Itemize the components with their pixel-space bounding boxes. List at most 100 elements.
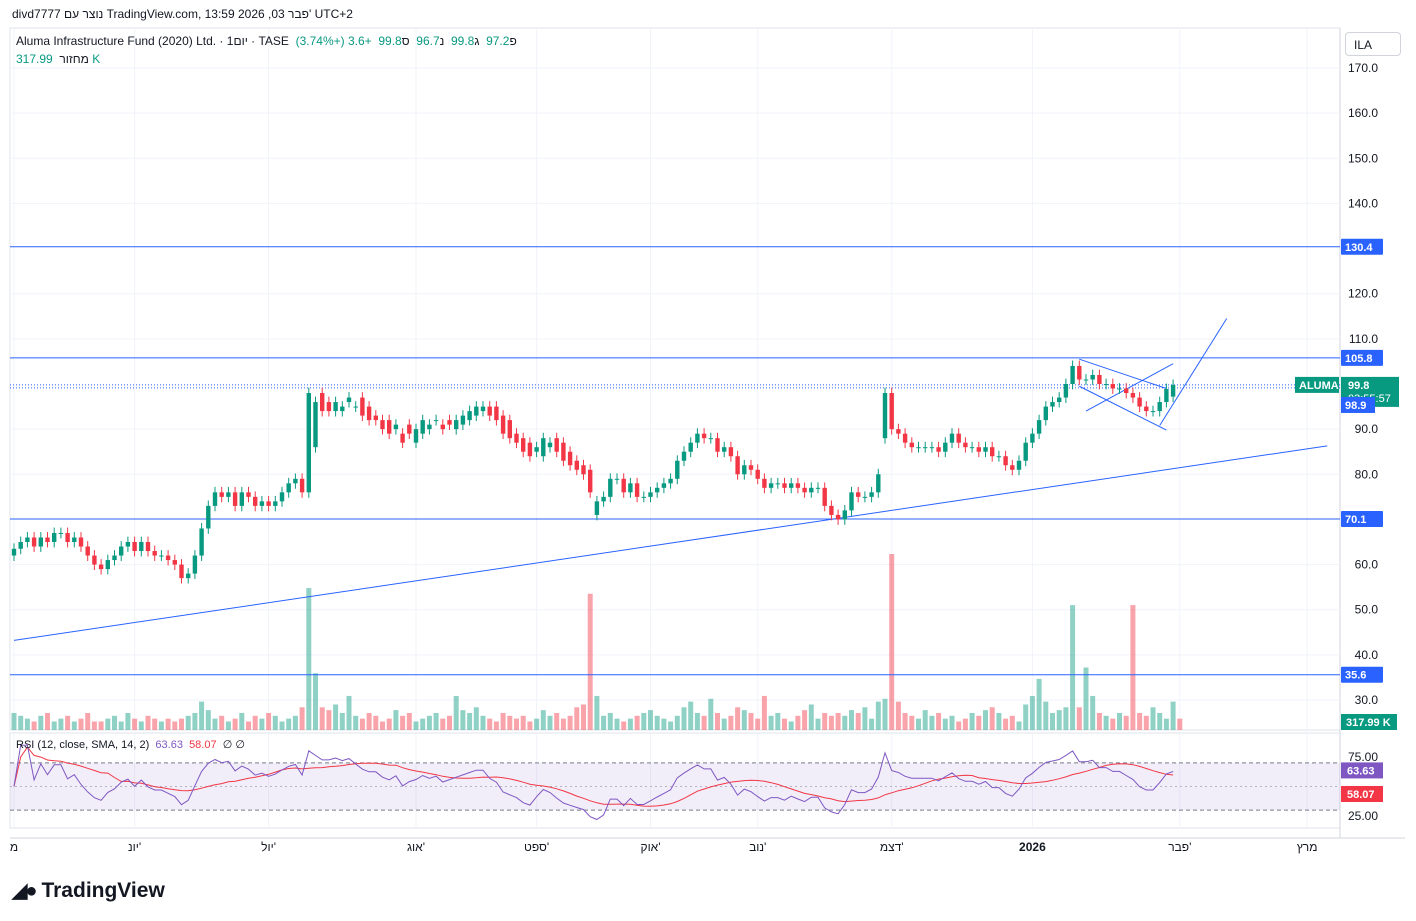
candle-body <box>701 433 707 439</box>
candle-body <box>507 420 512 439</box>
open-label: פ <box>509 34 517 48</box>
volume-bar <box>815 718 821 730</box>
volume-bar <box>889 554 895 730</box>
volume-bar <box>534 718 540 730</box>
volume-bar <box>621 721 627 730</box>
volume-bar <box>145 715 151 730</box>
volume-legend[interactable]: מחזור 317.99 K <box>16 52 100 66</box>
x-tick-label: אוג' <box>407 840 425 854</box>
candle-body <box>722 447 727 452</box>
rsi-extra: ∅ ∅ <box>222 739 245 751</box>
candle-body <box>1137 397 1142 407</box>
candle-body <box>299 478 305 493</box>
volume-bar <box>507 715 513 730</box>
rsi-sma-tag: 58.07 <box>1347 789 1375 801</box>
candle-body <box>226 492 231 497</box>
volume-bar <box>252 715 258 730</box>
volume-bar <box>118 721 124 730</box>
volume-bar <box>279 721 285 730</box>
volume-bar <box>125 712 131 730</box>
candle-body <box>802 487 807 493</box>
volume-bar <box>1143 715 1149 730</box>
candle-body <box>159 555 164 557</box>
volume-bar <box>333 704 339 730</box>
volume-bar <box>38 715 44 730</box>
candle-body <box>206 505 211 529</box>
candle-body <box>547 442 553 448</box>
candle-body <box>326 402 332 412</box>
candle-body <box>748 465 754 470</box>
volume-bar <box>788 721 794 730</box>
candle-body <box>494 406 499 421</box>
trendline <box>1079 385 1167 431</box>
candle-body <box>849 492 854 511</box>
volume-bar <box>942 718 948 730</box>
y-tick-label: 170.0 <box>1348 61 1378 75</box>
candle-body <box>1103 384 1109 385</box>
level-130-label-bg <box>1341 238 1383 255</box>
y-tick-label: 80.0 <box>1355 467 1379 481</box>
candle-body <box>862 496 868 498</box>
level-70-label: 70.1 <box>1345 514 1366 526</box>
volume-bar <box>393 710 399 730</box>
volume-bar <box>447 715 452 730</box>
candle-body <box>1010 465 1015 470</box>
level-35-label: 35.6 <box>1345 670 1366 682</box>
rsi-legend[interactable]: RSI (12, close, SMA, 14, 2) 63.63 58.07 … <box>16 738 245 751</box>
symbol-tag: ALUMA <box>1299 380 1339 392</box>
volume-bar <box>299 707 305 730</box>
candle-body <box>259 501 265 506</box>
volume-bar <box>91 721 97 730</box>
candle-body <box>25 537 30 542</box>
tradingview-logo: ◢● TradingView <box>12 878 165 903</box>
volume-bar <box>1056 710 1062 730</box>
candle-body <box>279 492 285 502</box>
volume-bar <box>983 710 988 730</box>
level-130-label: 130.4 <box>1345 242 1373 254</box>
candle-body <box>1063 384 1069 398</box>
volume-bar <box>78 718 84 730</box>
candle-body <box>795 483 801 488</box>
low-value: 96.7 <box>416 34 440 48</box>
candle-body <box>789 483 794 488</box>
volume-bar <box>949 715 955 730</box>
rsi-label: RSI (12, close, SMA, 14, 2) <box>16 739 150 751</box>
volume-bar <box>862 707 868 730</box>
volume-value: 317.99 K <box>16 52 101 66</box>
symbol-legend[interactable]: Aluma Infrastructure Fund (2020) Ltd. · … <box>16 34 517 48</box>
y-tick-label: 150.0 <box>1348 151 1378 165</box>
symbol-tag-bg <box>1295 376 1339 393</box>
volume-bar <box>219 715 225 730</box>
candle-body <box>956 433 961 443</box>
candle-body <box>775 483 780 485</box>
volume-bar <box>433 712 439 730</box>
candle-body <box>400 433 405 443</box>
candle-body <box>340 406 345 412</box>
volume-bar <box>326 710 332 730</box>
candle-body <box>1150 411 1156 413</box>
volume-bar <box>487 718 493 730</box>
volume-bar <box>493 721 499 730</box>
candle-body <box>1023 442 1028 461</box>
volume-bar <box>741 710 747 730</box>
candle-body <box>1036 420 1042 434</box>
currency-selector[interactable]: ILA <box>1345 32 1401 56</box>
candle-body <box>1030 433 1035 443</box>
volume-bar <box>426 715 432 730</box>
candle-body <box>527 442 533 457</box>
candle-body <box>976 447 981 452</box>
volume-bar <box>989 707 995 730</box>
volume-bar <box>882 698 888 730</box>
volume-bar <box>400 715 406 730</box>
volume-bar <box>849 710 854 730</box>
x-tick-label: פבר' <box>1168 840 1191 854</box>
volume-bar <box>165 718 171 730</box>
level-105-label-bg <box>1341 349 1383 366</box>
level-70-label-bg <box>1341 510 1383 527</box>
candle-body <box>427 424 432 430</box>
volume-bar <box>768 715 774 730</box>
volume-bar <box>614 718 620 730</box>
volume-bar <box>775 712 781 730</box>
symbol-title: Aluma Infrastructure Fund (2020) Ltd. · … <box>16 34 289 48</box>
